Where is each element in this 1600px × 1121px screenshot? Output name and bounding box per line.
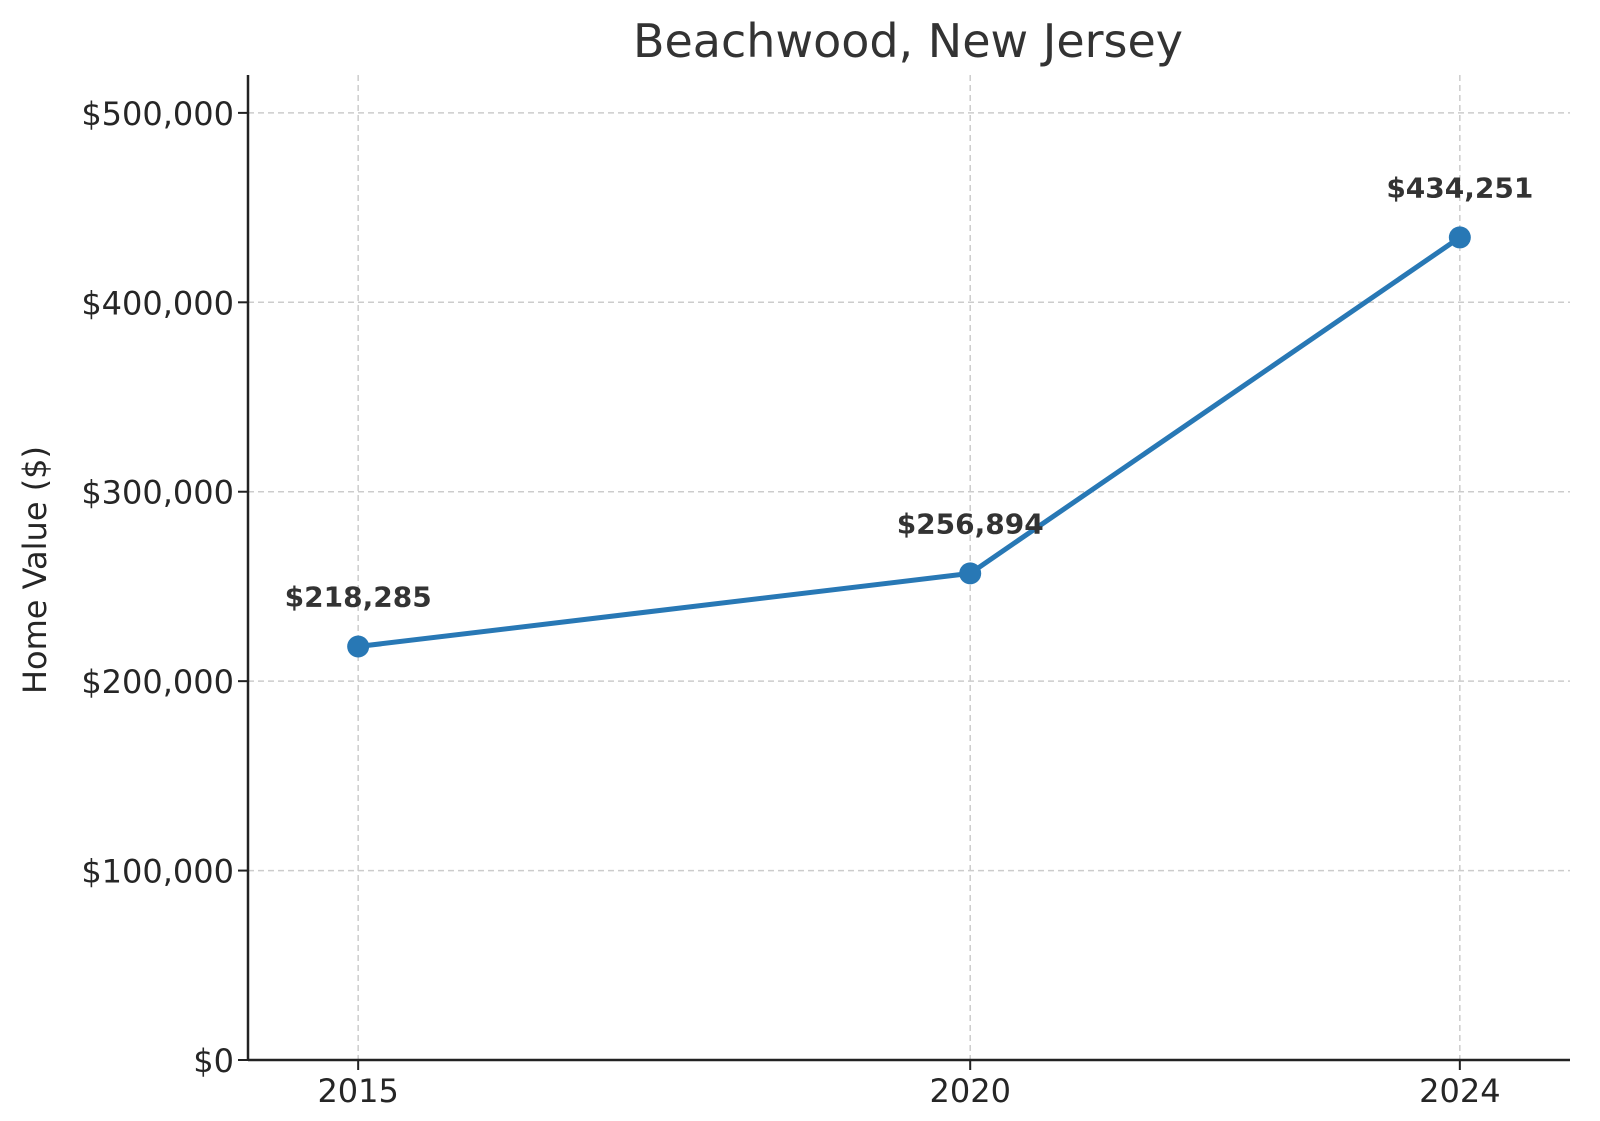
data-point	[959, 562, 982, 585]
chart-title: Beachwood, New Jersey	[633, 14, 1183, 68]
x-tick-label: 2020	[929, 1072, 1010, 1110]
x-tick-label: 2015	[317, 1072, 398, 1110]
data-labels: $218,285 $256,894 $434,251	[285, 171, 1534, 613]
y-axis-label: Home Value ($)	[16, 446, 54, 694]
data-point	[1448, 226, 1471, 249]
axes	[238, 75, 1570, 1070]
grid-lines	[248, 75, 1570, 1060]
tick-labels: $0 $100,000 $200,000 $300,000 $400,000 $500,0…	[81, 95, 1500, 1110]
y-tick-label: $0	[193, 1042, 234, 1080]
data-point	[347, 635, 370, 658]
series-line	[355, 234, 1463, 650]
series-layer	[347, 226, 1471, 658]
y-tick-label: $500,000	[81, 95, 234, 133]
y-tick-label: $400,000	[81, 284, 234, 322]
data-label: $256,894	[897, 507, 1044, 540]
data-label: $218,285	[285, 581, 432, 614]
y-tick-label: $300,000	[81, 474, 234, 512]
y-tick-label: $100,000	[81, 853, 234, 891]
data-label: $434,251	[1386, 171, 1533, 204]
x-tick-label: 2024	[1419, 1072, 1500, 1110]
y-tick-label: $200,000	[81, 663, 234, 701]
